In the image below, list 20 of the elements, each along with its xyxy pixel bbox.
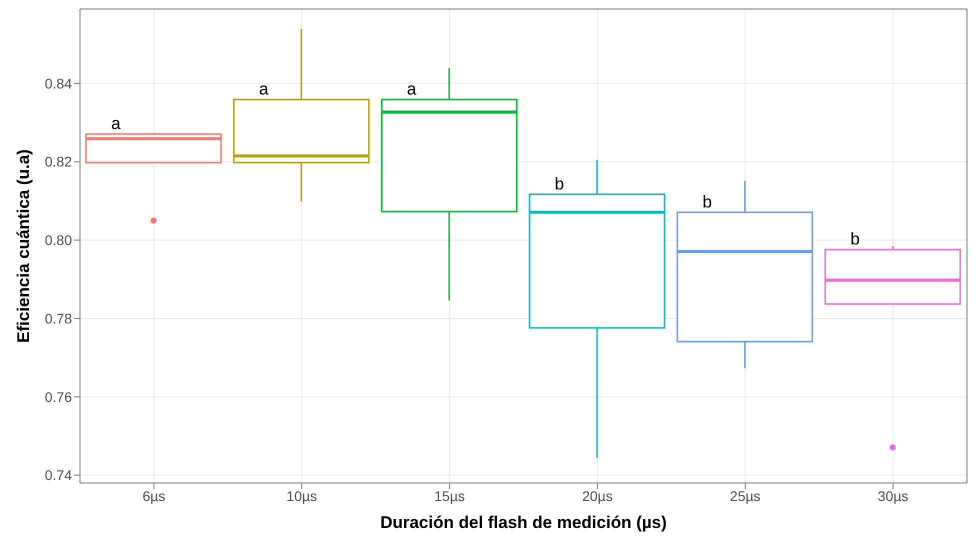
x-axis-title: Duración del flash de medición (µs) — [380, 513, 667, 532]
y-tick-label: 0.84 — [44, 75, 72, 92]
y-tick-label: 0.80 — [44, 232, 72, 248]
y-tick-label: 0.76 — [44, 388, 72, 405]
y-tick-label: 0.78 — [44, 310, 72, 326]
x-tick-label: 15µs — [434, 488, 465, 504]
x-tick-label: 30µs — [878, 488, 908, 504]
annotation: b — [850, 230, 860, 249]
x-tick-label: 10µs — [286, 488, 318, 504]
x-tick-label: 20µs — [582, 488, 613, 504]
x-tick-label: 25µs — [730, 488, 761, 504]
annotation: b — [702, 192, 712, 212]
annotation: a — [406, 79, 417, 98]
annotation: a — [111, 114, 122, 133]
x-tick-label: 6µs — [142, 488, 166, 504]
y-tick-label: 0.82 — [44, 154, 72, 170]
y-tick-label: 0.74 — [44, 467, 72, 484]
y-axis-title: Eficiencia cuántica (u.a) — [14, 149, 34, 343]
annotation: a — [259, 79, 270, 98]
annotation: b — [554, 174, 564, 194]
